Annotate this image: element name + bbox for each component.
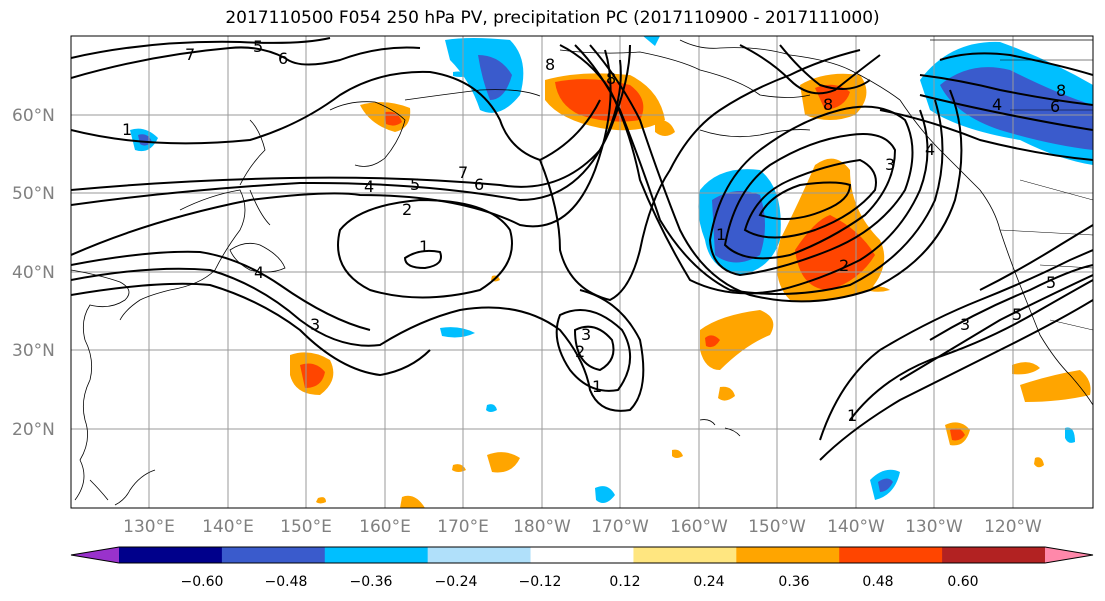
- lon-label: 160°E: [359, 517, 411, 537]
- contour-label: 1: [592, 377, 602, 396]
- colorbar-tick: 0.36: [778, 574, 809, 590]
- colorbar-segment: [530, 547, 634, 563]
- contour-label: 2: [575, 342, 585, 361]
- contour-label: 5: [1046, 273, 1056, 292]
- colorbar-segment: [427, 547, 532, 563]
- colorbar-segment: [736, 547, 840, 563]
- colorbar: [70, 546, 1094, 564]
- lon-label: 130°W: [905, 517, 963, 537]
- colorbar-tick: −0.48: [265, 574, 308, 590]
- lat-label: 60°N: [12, 106, 55, 126]
- colorbar-tick: −0.24: [435, 574, 478, 590]
- lon-label: 170°E: [437, 517, 489, 537]
- lon-label: 150°E: [280, 517, 332, 537]
- contour-label: 3: [581, 325, 591, 344]
- contour-label: 3: [885, 155, 895, 174]
- colorbar-segment: [633, 547, 737, 563]
- colorbar-segment: [1045, 547, 1093, 563]
- lon-label: 170°W: [591, 517, 649, 537]
- contour-label: 6: [1050, 97, 1060, 116]
- contour-label: 8: [1056, 81, 1066, 100]
- contour-label: 1: [716, 225, 726, 244]
- colorbar-tick: 0.48: [862, 574, 893, 590]
- colorbar-tick: −0.36: [350, 574, 393, 590]
- contour-label: 4: [925, 140, 935, 159]
- longitude-labels: 130°E 140°E 150°E 160°E 170°E 180°W 170°…: [123, 517, 1042, 537]
- lat-label: 50°N: [12, 184, 55, 204]
- contour-label: 3: [310, 315, 320, 334]
- colorbar-ticks: −0.60 −0.48 −0.36 −0.24 −0.12 0.12 0.24 …: [181, 574, 979, 590]
- colorbar-tick: 0.24: [693, 574, 724, 590]
- colorbar-segment: [942, 547, 1046, 563]
- colorbar-tick: 0.12: [609, 574, 640, 590]
- colorbar-outline: [70, 546, 1094, 564]
- contour-label: 3: [960, 315, 970, 334]
- lon-label: 140°E: [202, 517, 254, 537]
- contour-label: 8: [606, 69, 616, 88]
- contour-label: 2: [402, 200, 412, 219]
- colorbar-tick: −0.12: [519, 574, 562, 590]
- lon-label: 120°W: [984, 517, 1042, 537]
- map-title: 2017110500 F054 250 hPa PV, precipitatio…: [225, 8, 880, 28]
- pv-contours: [71, 37, 1093, 461]
- contour-label: 4: [254, 263, 264, 282]
- colorbar-segment: [71, 547, 119, 563]
- lon-label: 150°W: [748, 517, 806, 537]
- contour-label: 8: [823, 95, 833, 114]
- contour-label: 1: [419, 237, 429, 256]
- contour-label: 5: [1012, 305, 1022, 324]
- contour-label: 4: [364, 177, 374, 196]
- colorbar-segment: [221, 547, 326, 563]
- latitude-labels: 60°N 50°N 40°N 30°N 20°N: [12, 106, 55, 440]
- lon-label: 130°E: [123, 517, 175, 537]
- plot-frame: [70, 35, 1094, 509]
- contour-labels: 5 6 7 7 4 5 6 2 1 4 3 3 2 1 1 1 2 8 8 8 …: [122, 37, 1066, 425]
- lon-label: 160°W: [670, 517, 728, 537]
- contour-label: 1: [847, 406, 857, 425]
- lon-label: 140°W: [827, 517, 885, 537]
- lat-label: 20°N: [12, 420, 55, 440]
- colorbar-segment: [324, 547, 429, 563]
- contour-label: 6: [474, 175, 484, 194]
- colorbar-segment: [839, 547, 943, 563]
- contour-label: 7: [185, 45, 195, 64]
- colorbar-tick: −0.60: [181, 574, 224, 590]
- contour-label: 5: [410, 175, 420, 194]
- contour-label: 4: [992, 95, 1002, 114]
- contour-label: 7: [458, 163, 468, 182]
- colorbar-tick: 0.60: [947, 574, 978, 590]
- contour-label: 1: [122, 120, 132, 139]
- contour-label: 8: [545, 55, 555, 74]
- lat-label: 40°N: [12, 263, 55, 283]
- colorbar-segment: [119, 547, 223, 563]
- contour-label: 6: [278, 49, 288, 68]
- contour-label: 5: [253, 37, 263, 56]
- contour-label: 2: [839, 256, 849, 275]
- lat-label: 30°N: [12, 341, 55, 361]
- lon-label: 180°W: [513, 517, 571, 537]
